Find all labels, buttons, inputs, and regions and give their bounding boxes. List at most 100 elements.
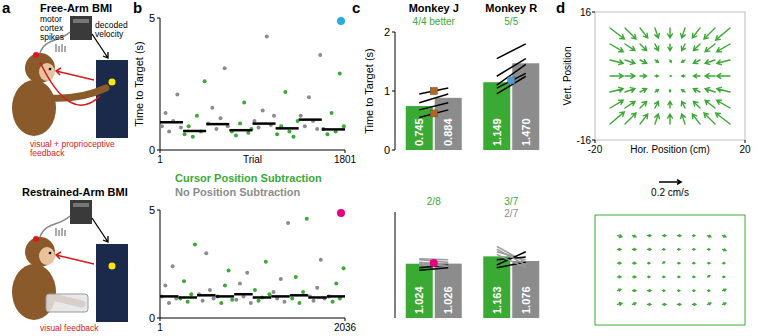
x-tick <box>160 150 161 153</box>
velocity-arrow <box>692 28 700 38</box>
velocity-arrow <box>693 60 700 64</box>
velocity-arrow <box>633 248 636 250</box>
data-point <box>315 286 319 290</box>
velocity-arrow <box>633 235 636 237</box>
velocity-arrow <box>693 249 695 250</box>
data-point <box>167 301 171 305</box>
velocity-arrow <box>618 303 622 306</box>
velocity-arrow <box>708 262 710 263</box>
velocity-arrow <box>708 249 710 250</box>
velocity-arrow <box>681 44 685 51</box>
illustration-title: Restrained-Arm BMI <box>22 186 128 198</box>
velocity-arrow <box>663 303 666 305</box>
data-point <box>257 299 261 303</box>
spike <box>59 230 60 236</box>
velocity-arrow <box>678 303 681 305</box>
y-axis <box>160 210 161 318</box>
data-point <box>183 132 187 136</box>
block-mean <box>299 118 322 121</box>
velocity-arrow <box>705 100 715 108</box>
velocity-arrow <box>705 44 715 52</box>
session-line <box>497 59 526 77</box>
velocity-arrow <box>668 114 673 124</box>
data-point <box>182 279 186 283</box>
monkey-head <box>25 53 55 83</box>
velocity-arrow <box>717 44 730 52</box>
highlight-marker <box>508 77 515 84</box>
velocity-arrow <box>655 101 659 108</box>
y-tick <box>392 91 395 92</box>
data-point <box>210 106 214 110</box>
velocity-arrow <box>618 276 621 278</box>
velocity-arrow <box>655 44 659 51</box>
cursor <box>109 79 116 86</box>
data-point <box>342 266 346 270</box>
highlight-marker <box>430 88 437 95</box>
implant <box>33 52 39 58</box>
plot-marks <box>406 246 540 318</box>
velocity-arrow <box>648 303 651 305</box>
data-point <box>203 79 207 83</box>
velocity-arrow <box>610 60 623 65</box>
data-point <box>171 264 175 268</box>
bar <box>406 106 433 150</box>
velocity-arrow <box>648 262 650 263</box>
data-label: 0.884 <box>442 118 454 146</box>
velocity-arrow <box>682 60 685 62</box>
data-point <box>338 71 342 75</box>
y-tick-label: 0 <box>149 144 155 156</box>
data-point <box>272 114 276 118</box>
data-point <box>249 301 253 305</box>
velocity-arrow <box>610 100 623 108</box>
spike <box>56 228 57 236</box>
data-point <box>305 217 309 221</box>
bar <box>483 82 510 150</box>
velocity-arrow <box>717 87 730 92</box>
feedback-arrow <box>56 68 94 80</box>
velocity-arrow <box>625 28 636 39</box>
velocity-arrow <box>723 303 726 305</box>
data-point <box>299 114 303 118</box>
data-label: 1.149 <box>491 118 503 146</box>
category-label: Monkey J <box>409 2 459 14</box>
plot-marks <box>160 34 346 138</box>
data-label: 1.163 <box>491 286 503 314</box>
highlight-marker <box>337 209 345 217</box>
velocity-arrow <box>669 90 670 92</box>
arm-tube <box>46 294 88 312</box>
data-point <box>264 260 268 264</box>
velocity-arrow <box>678 262 680 263</box>
data-label: 0.745 <box>413 118 425 146</box>
block-mean <box>197 294 215 297</box>
monkey-body <box>12 80 56 136</box>
velocity-arrow <box>663 290 665 291</box>
feedback-label: feedback <box>30 148 65 158</box>
bar <box>435 264 462 318</box>
velocity-arrow <box>663 249 665 250</box>
session-line <box>419 110 448 118</box>
velocity-arrow <box>705 74 715 79</box>
data-point <box>167 130 171 134</box>
velocity-arrow <box>716 113 730 124</box>
velocity-arrow <box>618 262 621 264</box>
velocity-arrow <box>723 235 726 237</box>
velocity-arrow <box>692 114 700 124</box>
panel-label: d <box>556 0 565 16</box>
velocity-arrow <box>668 101 672 108</box>
data-point <box>292 135 296 139</box>
data-label: 1.026 <box>442 286 454 314</box>
velocity-arrow <box>693 74 700 78</box>
velocity-arrow <box>693 101 700 108</box>
data-label: 1.470 <box>520 118 532 146</box>
y-axis <box>160 18 161 150</box>
annotation: 5/5 <box>504 16 518 27</box>
data-point <box>301 290 305 294</box>
velocity-arrow <box>640 28 648 38</box>
screen <box>96 244 128 322</box>
x-axis-label: Trial <box>243 154 262 165</box>
velocity-arrow <box>610 44 623 52</box>
block-mean <box>290 294 308 297</box>
session-line <box>497 44 526 59</box>
x-tick-label: 1 <box>157 322 163 333</box>
data-label: 1.024 <box>413 286 425 314</box>
